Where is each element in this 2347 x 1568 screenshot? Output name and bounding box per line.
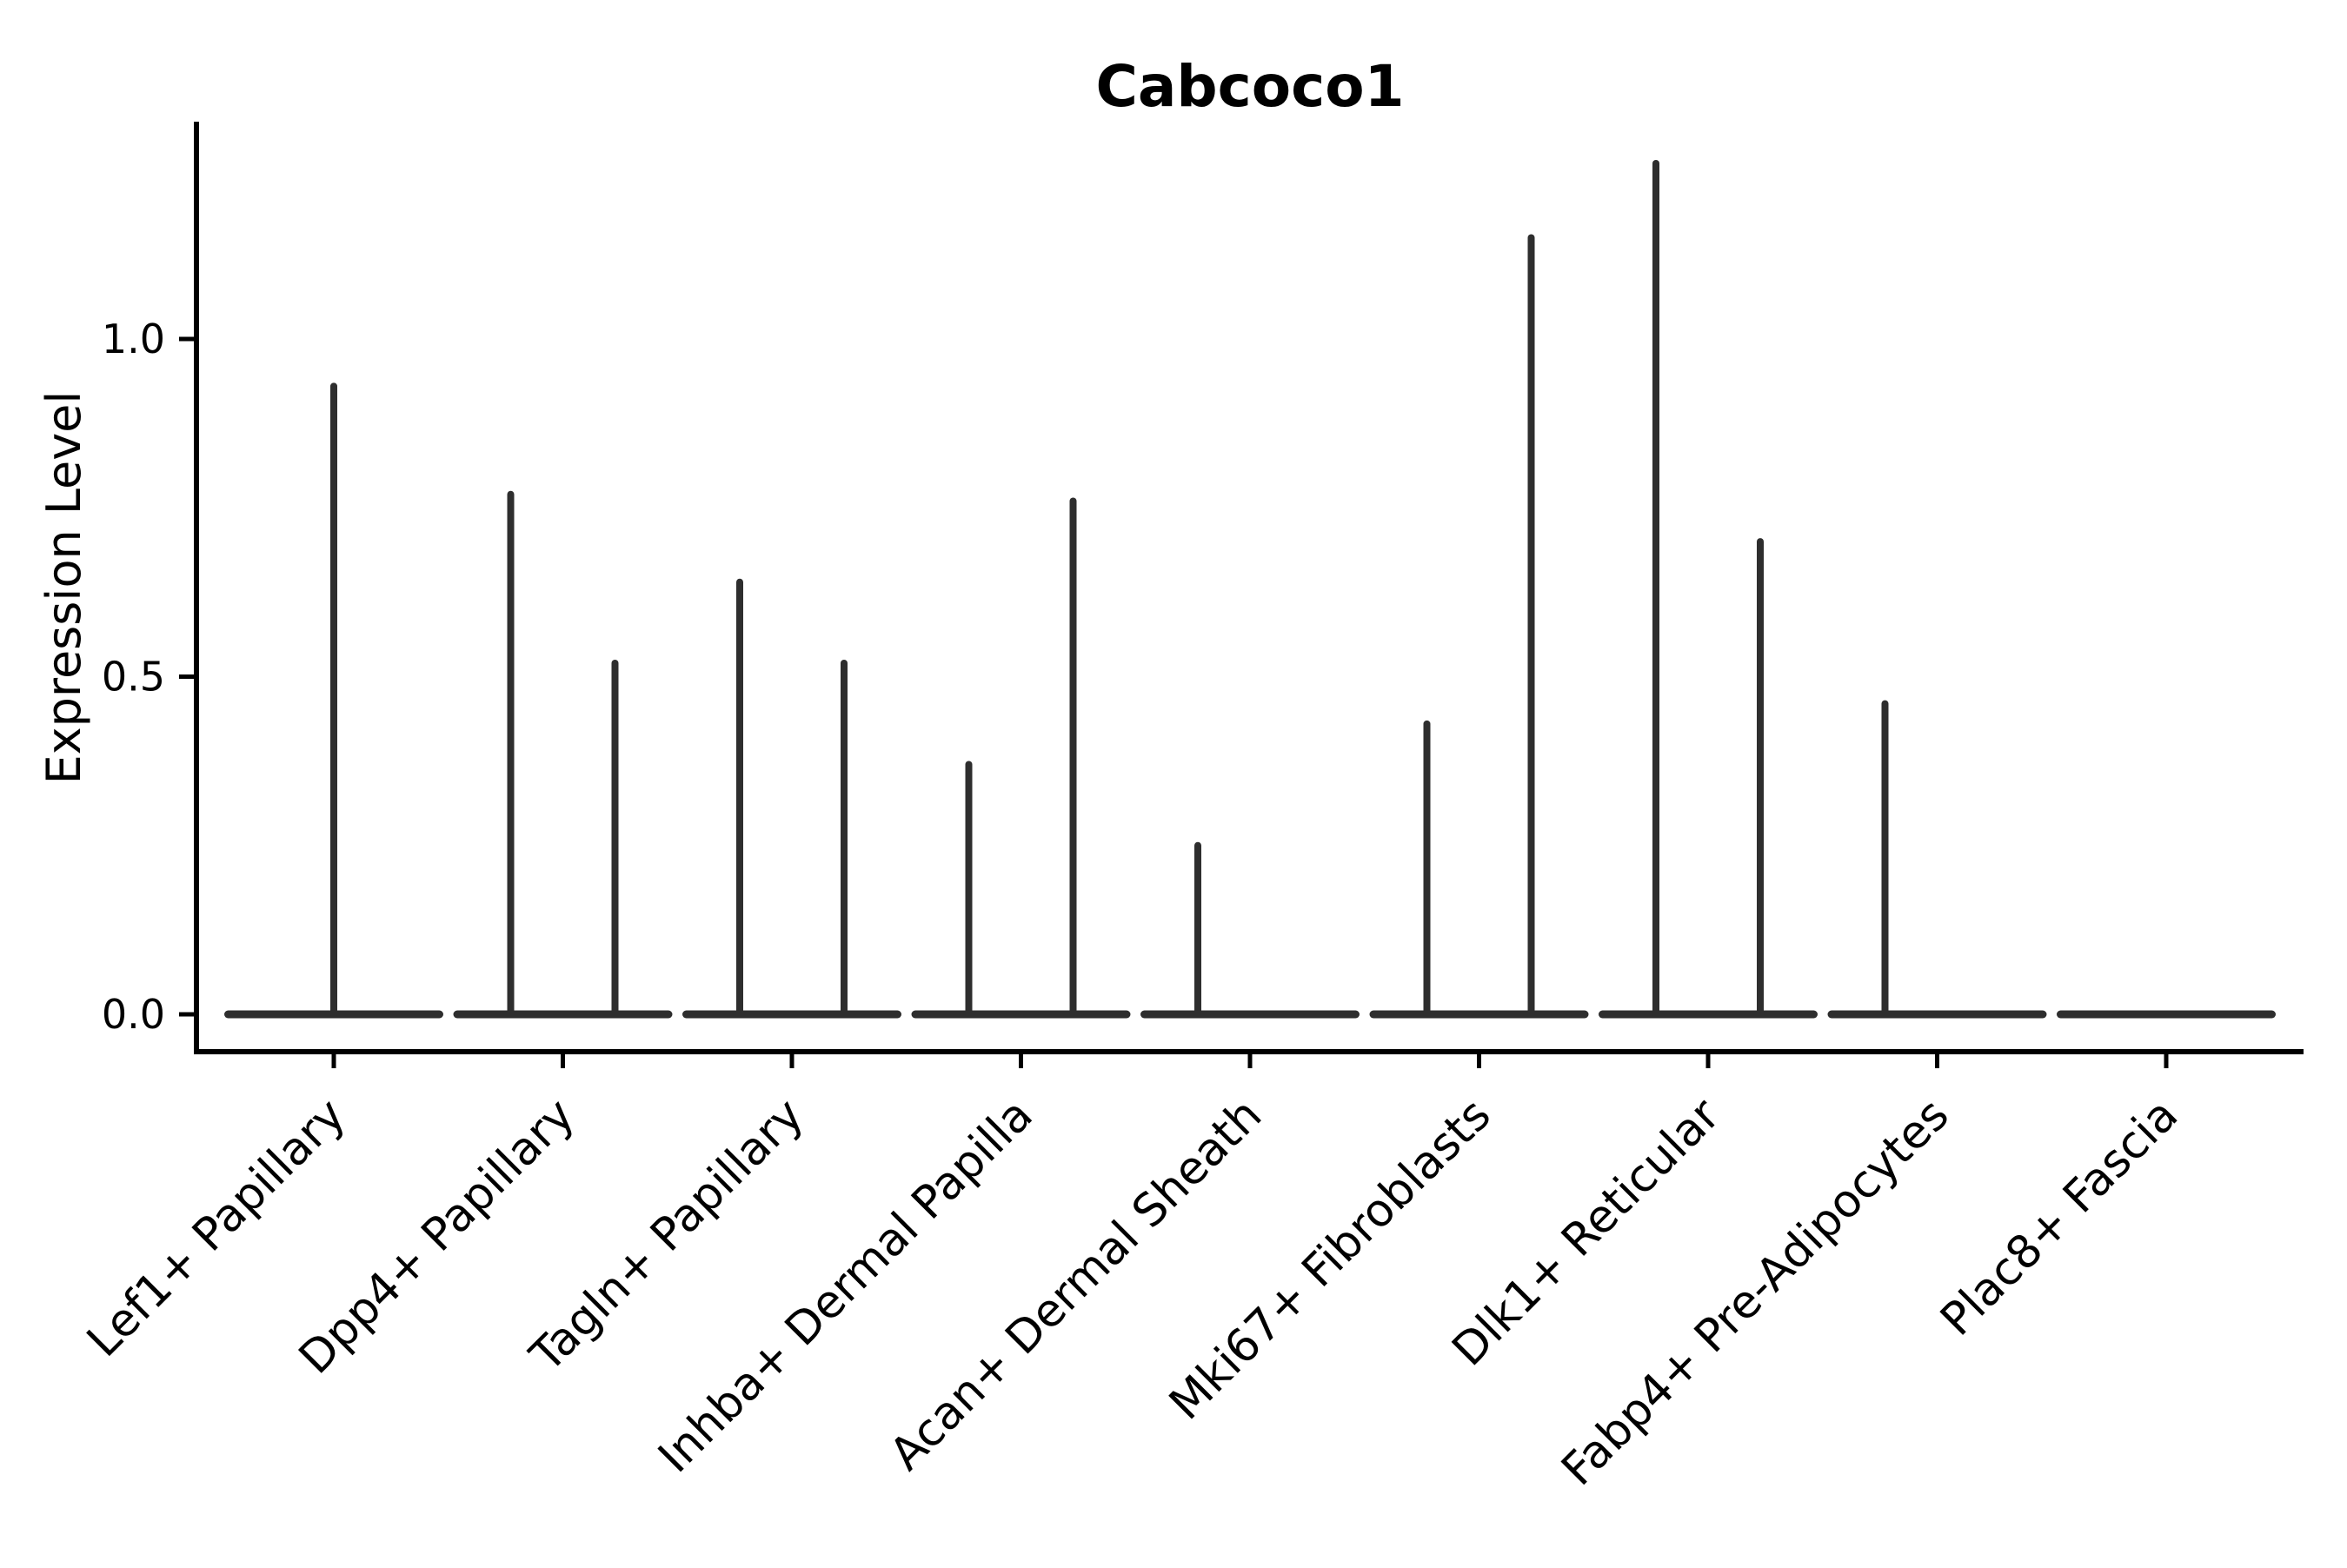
- x-tick-label: Acan+ Dermal Sheath: [881, 1089, 1273, 1481]
- violin-category: [224, 382, 443, 1019]
- violin-category: [911, 497, 1131, 1019]
- y-axis-ticks: 0.0 0.5 1.0: [102, 316, 194, 1038]
- axes-spines: [194, 122, 2304, 1054]
- violins-group: [224, 159, 2276, 1019]
- violin-category: [453, 490, 673, 1019]
- y-axis-title: Expression Level: [37, 391, 91, 785]
- violin-category: [1140, 841, 1360, 1019]
- violin-category: [1599, 159, 1818, 1019]
- y-tick-label: 0.5: [102, 654, 165, 701]
- violin-category: [682, 578, 901, 1019]
- chart-title: Cabcoco1: [1095, 53, 1404, 120]
- x-tick-label: Plac8+ Fascia: [1931, 1089, 2188, 1346]
- violin-category: [1369, 234, 1589, 1019]
- y-tick-label: 0.0: [102, 991, 165, 1038]
- x-tick-label: Fabp4+ Pre-Adipocytes: [1552, 1089, 1958, 1496]
- y-tick-label: 1.0: [102, 316, 165, 362]
- violin-category: [1827, 700, 2047, 1019]
- x-tick-label: Inhba+ Dermal Papilla: [648, 1089, 1042, 1483]
